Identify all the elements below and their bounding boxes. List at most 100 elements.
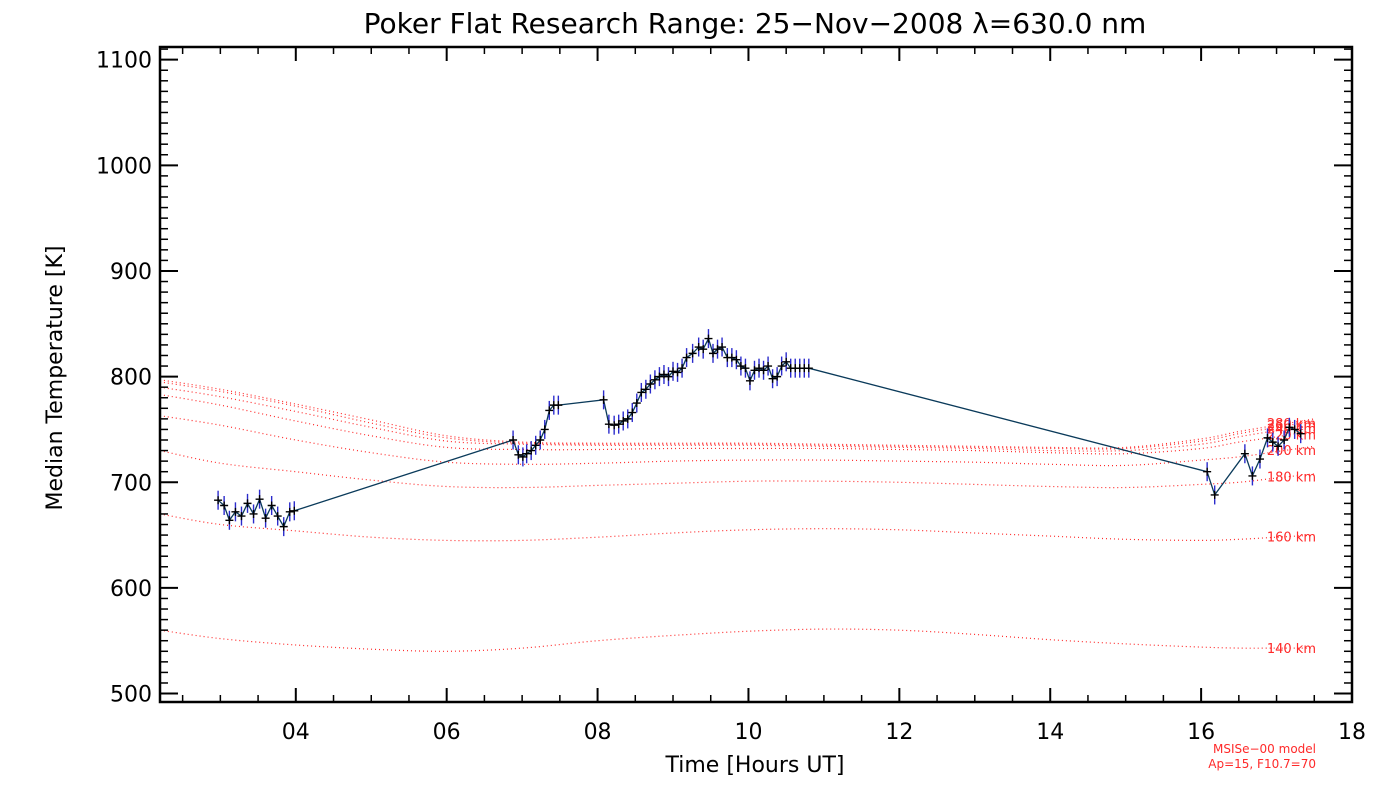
data-point [1210, 490, 1219, 499]
data-point [554, 401, 563, 410]
data-point [225, 516, 234, 525]
altitude-label: 280 km [1267, 417, 1316, 432]
model-curves [160, 379, 1315, 652]
data-point [678, 364, 687, 373]
data-point [214, 496, 223, 505]
data-point [540, 425, 549, 434]
data-point [655, 372, 664, 381]
y-tick-label: 1000 [96, 154, 152, 179]
data-point [718, 343, 727, 352]
data-point [637, 388, 646, 397]
data-point [688, 349, 697, 358]
data-point [1274, 442, 1283, 451]
data-point [514, 450, 523, 459]
data-point [599, 395, 608, 404]
altitude-label: 140 km [1267, 642, 1316, 657]
data-point [708, 349, 717, 358]
data-point [1296, 429, 1305, 438]
model-curve [160, 513, 1315, 542]
y-tick-label: 800 [110, 366, 152, 391]
plot-frame [158, 45, 1354, 704]
data-point [673, 368, 682, 377]
model-name-label: MSISe−00 model [1213, 742, 1316, 756]
y-tick-label: 900 [110, 260, 152, 285]
x-tick-label: 04 [282, 720, 310, 745]
y-tick-label: 500 [110, 683, 152, 708]
data-point [623, 414, 632, 423]
data-point [659, 370, 668, 379]
y-axis-label: Median Temperature [K] [43, 246, 68, 511]
data-point [669, 367, 678, 376]
data-point [1285, 423, 1294, 432]
data-point [782, 357, 791, 366]
data-point [1240, 449, 1249, 458]
data-point [243, 499, 252, 508]
data-point [522, 449, 531, 458]
data-point [267, 501, 276, 510]
altitude-label: 220 km [1267, 429, 1316, 444]
x-tick-label: 18 [1338, 720, 1366, 745]
data-point [220, 501, 229, 510]
chart-title: Poker Flat Research Range: 25−Nov−2008 λ… [364, 7, 1147, 40]
data-point [531, 441, 540, 450]
data-point [732, 355, 741, 364]
data-point [741, 364, 750, 373]
data-point [704, 334, 713, 343]
data-point [614, 420, 623, 429]
altitude-label: 160 km [1267, 531, 1316, 546]
y-tick-label: 1100 [96, 49, 152, 74]
model-params-label: Ap=15, F10.7=70 [1208, 757, 1316, 771]
data-point [619, 416, 628, 425]
data-point [1255, 455, 1264, 464]
data-point [237, 512, 246, 521]
data-point [279, 522, 288, 531]
data-point [1203, 467, 1212, 476]
data-point [768, 374, 777, 383]
data-point [727, 353, 736, 362]
data-point [290, 506, 299, 515]
data-point [777, 362, 786, 371]
data-point [650, 375, 659, 384]
data-point [750, 366, 759, 375]
y-tick-label: 700 [110, 471, 152, 496]
axes: 04 06 08 10 12 14 16 18 500 600 700 800 900 1000 1100 [96, 45, 1366, 745]
data-point [641, 385, 650, 394]
data-point [285, 507, 294, 516]
data-point [699, 345, 708, 354]
altitude-label: 180 km [1267, 471, 1316, 486]
data-point [736, 362, 745, 371]
x-tick-label: 06 [433, 720, 461, 745]
data-point [1268, 438, 1277, 447]
data-point [804, 364, 813, 373]
altitude-label: 200 km [1267, 444, 1316, 459]
altitude-label: 260 km [1267, 419, 1316, 434]
data-point [545, 406, 554, 415]
data-point [632, 399, 641, 408]
y-tick-label: 600 [110, 577, 152, 602]
x-axis-label: Time [Hours UT] [665, 753, 845, 778]
data-point [1280, 436, 1289, 444]
data-point [536, 436, 545, 444]
measurement-series [214, 329, 1305, 537]
model-curve [160, 450, 1315, 489]
data-point [261, 514, 270, 523]
data-point [628, 408, 637, 417]
x-tick-label: 12 [885, 720, 913, 745]
x-tick-label: 10 [734, 720, 762, 745]
data-point [249, 509, 258, 518]
data-point [759, 366, 768, 375]
data-point [1248, 471, 1257, 480]
data-point [610, 421, 619, 430]
data-point [604, 420, 613, 429]
data-point [509, 436, 518, 444]
data-point [646, 380, 655, 389]
data-point [694, 343, 703, 352]
x-tick-label: 14 [1036, 720, 1064, 745]
data-point [713, 345, 722, 354]
data-point [1263, 433, 1272, 442]
data-point [682, 353, 691, 362]
data-point [255, 495, 264, 504]
